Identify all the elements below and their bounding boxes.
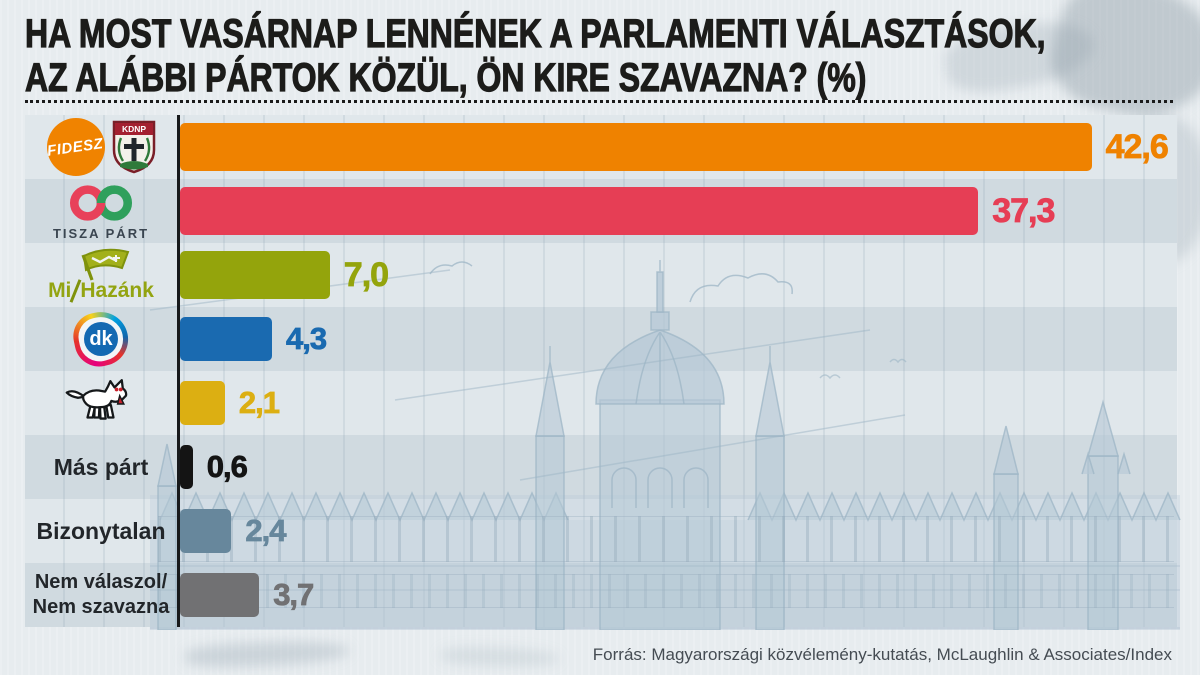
grunge-smudge <box>184 639 351 669</box>
chart-title-line2: AZ ALÁBBI PÁRTOK KÖZÜL, ÖN KIRE SZAVAZNA… <box>25 55 867 100</box>
mkkp-dog-logo <box>65 379 128 420</box>
mi-hazank-flag-icon <box>81 248 130 281</box>
parliament-colonnade <box>158 516 1174 562</box>
bar-fidesz-kdnp <box>180 123 1092 171</box>
label-mas-part: Más párt <box>25 435 177 499</box>
bar-nem-valaszol <box>180 573 260 617</box>
label-mkkp <box>25 371 177 435</box>
bar-cell: 3,7 <box>177 563 1177 627</box>
value-nem-valaszol: 3,7 <box>273 577 315 613</box>
bar-cell: 42,6 <box>177 115 1177 179</box>
bar-mkkp <box>180 381 225 425</box>
axis-line <box>177 115 180 627</box>
dk-logo-ring: dk <box>74 312 128 366</box>
tisza-logo-text: TISZA PÁRT <box>52 225 150 241</box>
row-mi-hazank: Mi Hazánk 7,0 <box>25 243 1177 307</box>
dk-logo-core: dk <box>84 322 118 356</box>
row-fidesz-kdnp: FIDESZ KDNP 42,6 <box>25 115 1177 179</box>
nem-valaszol-line2: Nem szavazna <box>32 596 170 618</box>
mi-hazank-text-mi: Mi <box>48 278 72 302</box>
value-mas-part: 0,6 <box>206 449 248 485</box>
mi-hazank-logo-text: Mi Hazánk <box>48 279 154 303</box>
bar-cell: 2,4 <box>177 499 1177 563</box>
nem-valaszol-text: Nem válaszol/ Nem szavazna <box>33 570 170 620</box>
dk-logo: dk <box>68 306 134 372</box>
bar-cell: 4,3 <box>177 307 1177 371</box>
dk-logo-text: dk <box>89 327 113 350</box>
bar-cell: 0,6 <box>177 435 1177 499</box>
bar-cell: 7,0 <box>177 243 1177 307</box>
label-mi-hazank: Mi Hazánk <box>25 243 177 307</box>
bar-dk <box>180 317 272 361</box>
mas-part-text: Más párt <box>53 453 149 480</box>
tisza-logo <box>69 184 133 221</box>
bar-cell: 37,3 <box>177 179 1177 243</box>
value-tisza: 37,3 <box>992 191 1056 230</box>
bar-tisza <box>180 187 979 235</box>
chart-title-line1: HA MOST VASÁRNAP LENNÉNEK A PARLAMENTI V… <box>25 11 1046 56</box>
label-nem-valaszol: Nem válaszol/ Nem szavazna <box>25 563 177 627</box>
grunge-smudge <box>439 645 561 669</box>
mi-hazank-text-hazank: Hazánk <box>80 278 154 302</box>
label-fidesz-kdnp: FIDESZ KDNP <box>25 115 177 179</box>
svg-text:KDNP: KDNP <box>121 124 145 134</box>
bar-mas-part <box>180 445 193 489</box>
kdnp-shield-logo: KDNP <box>112 120 155 174</box>
dotted-divider <box>25 100 1173 103</box>
parliament-colonnade <box>158 574 1174 608</box>
value-dk: 4,3 <box>286 321 328 357</box>
source-note: Forrás: Magyarországi közvélemény-kutatá… <box>592 645 1172 664</box>
value-mi-hazank: 7,0 <box>343 255 389 294</box>
parliament-watermark-illustration <box>149 260 1181 630</box>
bar-cell: 2,1 <box>177 371 1177 435</box>
label-dk: dk <box>25 306 177 372</box>
fidesz-logo-text: FIDESZ <box>46 134 105 160</box>
row-dk: dk 4,3 <box>25 306 1177 372</box>
bar-chart: FIDESZ KDNP 42,6 T <box>25 115 1177 627</box>
nem-valaszol-line1: Nem válaszol/ <box>34 571 168 593</box>
label-bizonytalan: Bizonytalan <box>25 499 177 563</box>
value-mkkp: 2,1 <box>238 385 280 421</box>
bar-bizonytalan <box>180 509 232 553</box>
bar-mi-hazank <box>180 251 330 299</box>
bizonytalan-text: Bizonytalan <box>36 517 166 544</box>
label-tisza: TISZA PÁRT <box>25 179 177 243</box>
value-fidesz-kdnp: 42,6 <box>1105 127 1169 166</box>
value-bizonytalan: 2,4 <box>245 513 287 549</box>
fidesz-logo: FIDESZ <box>46 118 105 176</box>
row-tisza: TISZA PÁRT 37,3 <box>25 179 1177 243</box>
chart-title: HA MOST VASÁRNAP LENNÉNEK A PARLAMENTI V… <box>25 11 1046 100</box>
